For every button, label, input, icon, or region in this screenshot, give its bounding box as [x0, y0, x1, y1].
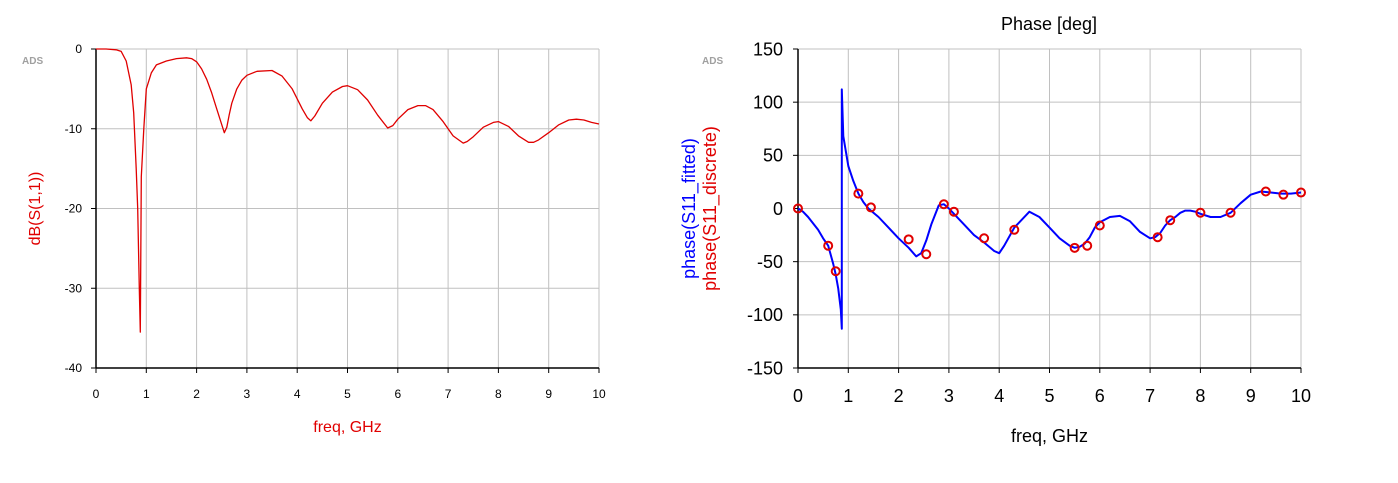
data-point-discrete — [921, 249, 932, 260]
x-tick-label: 1 — [143, 387, 150, 401]
y-tick-label: -10 — [65, 122, 83, 136]
x-tick-label: 1 — [843, 386, 853, 406]
series-line-db — [96, 48, 600, 333]
data-point-discrete — [979, 233, 990, 244]
y-tick-label: 0 — [75, 42, 82, 56]
series-line-fitted — [797, 88, 1302, 330]
chart-title: Phase [deg] — [1001, 14, 1097, 34]
data-point-discrete — [823, 240, 834, 251]
data-point-discrete — [903, 234, 914, 245]
y-axis-label: phase(S11_fitted) — [679, 138, 700, 279]
data-point-discrete — [1165, 215, 1176, 226]
data-point-discrete — [1195, 207, 1206, 218]
data-point-discrete — [948, 206, 959, 217]
y-tick-label: 0 — [773, 199, 783, 219]
data-point-discrete — [1296, 187, 1306, 198]
data-point-discrete — [938, 199, 949, 210]
x-tick-label: 5 — [1044, 386, 1054, 406]
x-tick-label: 10 — [592, 387, 606, 401]
x-axis-label: freq, GHz — [1011, 426, 1088, 446]
y-tick-label: 100 — [753, 92, 783, 112]
x-tick-label: 6 — [1095, 386, 1105, 406]
x-tick-label: 9 — [1246, 386, 1256, 406]
y-axis-label: phase(S11_discrete) — [700, 126, 721, 291]
data-point-discrete — [830, 266, 841, 277]
chart-magnitude: ADS 0 1 2 3 4 5 6 7 8 9 10 0 -10 -20 -30 -40 freq, GHz dB… — [22, 42, 606, 436]
x-tick-label: 2 — [193, 387, 200, 401]
x-tick-label: 9 — [545, 387, 552, 401]
data-point-discrete — [1278, 189, 1289, 200]
x-tick-label: 0 — [793, 386, 803, 406]
y-tick-label: 50 — [763, 146, 783, 166]
y-tick-label: -40 — [65, 361, 83, 375]
y-tick-label: -100 — [747, 305, 783, 325]
y-tick-label: -150 — [747, 358, 783, 378]
x-tick-label: 3 — [244, 387, 251, 401]
y-tick-label: 150 — [753, 39, 783, 59]
x-tick-label: 8 — [495, 387, 502, 401]
x-tick-label: 2 — [894, 386, 904, 406]
x-tick-label: 10 — [1291, 386, 1311, 406]
data-point-discrete — [1152, 232, 1163, 243]
y-axis-label: dB(S(1,1)) — [27, 172, 44, 246]
x-tick-label: 4 — [994, 386, 1004, 406]
x-tick-label: 0 — [93, 387, 100, 401]
x-axis-label: freq, GHz — [313, 419, 381, 436]
x-tick-label: 8 — [1195, 386, 1205, 406]
x-tick-label: 6 — [394, 387, 401, 401]
x-tick-label: 4 — [294, 387, 301, 401]
data-point-discrete — [793, 203, 803, 214]
ads-watermark: ADS — [22, 56, 43, 67]
x-tick-label: 7 — [1145, 386, 1155, 406]
data-point-discrete — [1094, 220, 1105, 231]
data-point-discrete — [1225, 207, 1236, 218]
data-point-discrete — [1260, 186, 1271, 197]
y-tick-label: -20 — [65, 202, 83, 216]
data-point-discrete — [1082, 240, 1093, 251]
x-tick-label: 5 — [344, 387, 351, 401]
data-point-discrete — [1009, 224, 1020, 235]
x-tick-label: 3 — [944, 386, 954, 406]
data-point-discrete — [1069, 242, 1080, 253]
data-point-discrete — [853, 188, 864, 199]
chart-phase: Phase [deg] ADS 0 1 2 3 4 5 6 7 8 9 10 150 100 50 0 -50… — [679, 14, 1311, 446]
x-tick-label: 7 — [445, 387, 452, 401]
y-tick-label: -30 — [65, 281, 83, 295]
data-point-discrete — [865, 202, 876, 213]
y-tick-label: -50 — [757, 252, 783, 272]
ads-watermark: ADS — [702, 56, 723, 67]
